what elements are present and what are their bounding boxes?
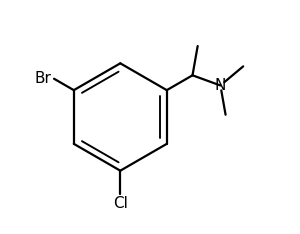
Text: Br: Br: [35, 71, 52, 86]
Text: Cl: Cl: [113, 196, 128, 211]
Text: N: N: [215, 78, 226, 93]
